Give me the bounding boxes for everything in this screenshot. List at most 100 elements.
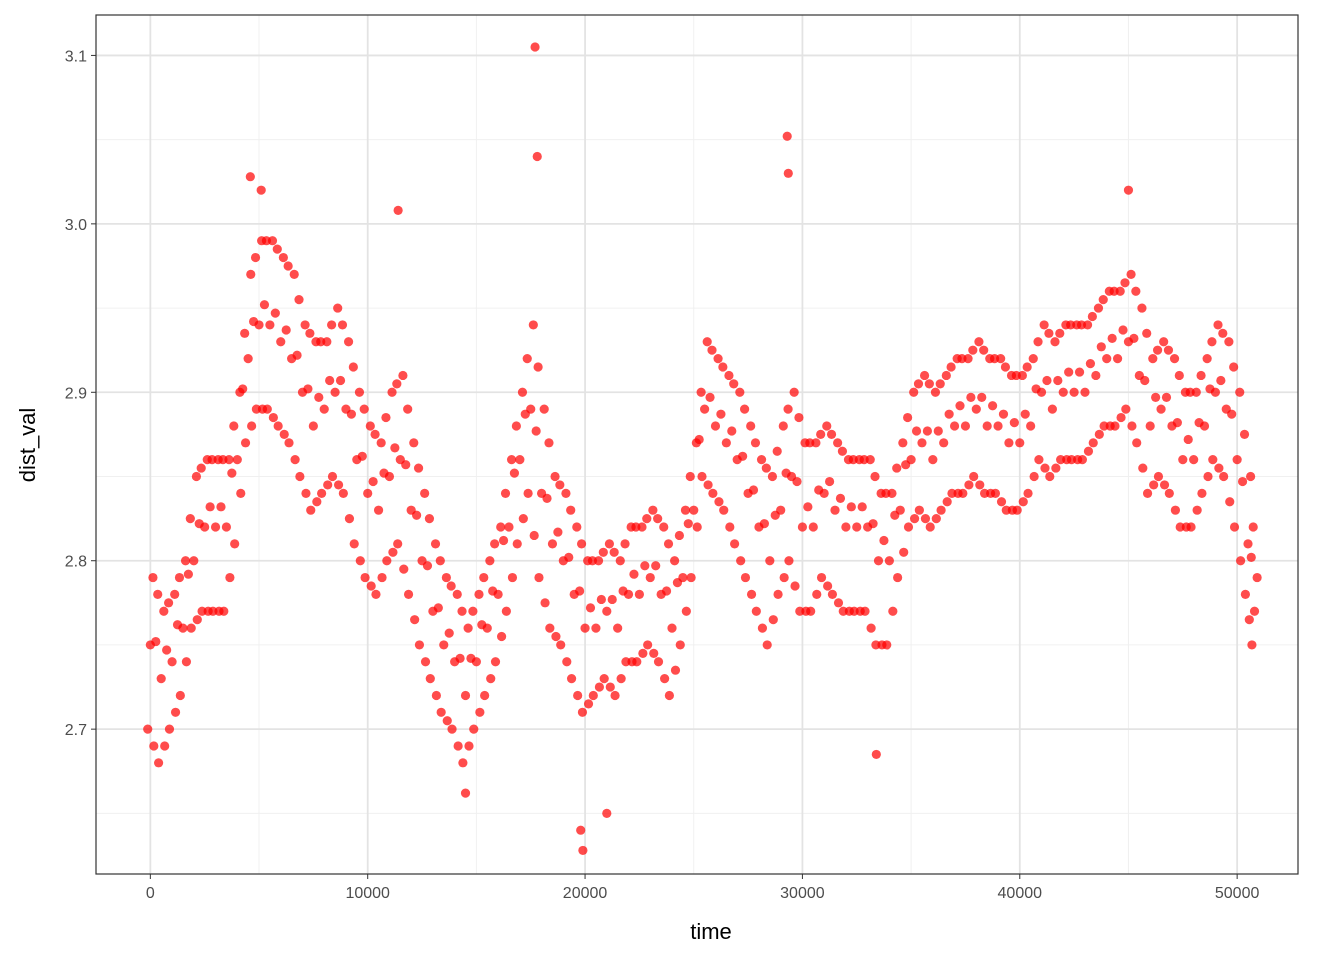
data-point — [370, 429, 380, 439]
data-point — [1012, 505, 1022, 515]
data-point — [1093, 303, 1104, 313]
data-point — [162, 645, 172, 655]
data-point — [455, 653, 465, 664]
data-point — [928, 455, 938, 465]
data-point — [944, 409, 954, 419]
data-point — [453, 741, 463, 751]
data-point — [1214, 463, 1224, 473]
data-point — [576, 539, 587, 549]
data-point — [1161, 392, 1172, 402]
data-point — [949, 421, 960, 431]
data-point — [1156, 404, 1166, 414]
data-point — [588, 690, 598, 701]
data-point — [292, 350, 302, 360]
data-point — [500, 488, 511, 498]
data-point — [294, 295, 304, 305]
data-point — [163, 598, 174, 608]
data-point — [224, 455, 234, 465]
data-point — [772, 446, 782, 456]
data-point — [1192, 505, 1202, 515]
data-point — [1064, 367, 1074, 377]
data-point — [393, 205, 403, 215]
data-point — [664, 690, 674, 701]
data-point — [906, 455, 916, 465]
data-point — [996, 354, 1006, 364]
data-point — [852, 522, 862, 532]
data-point — [254, 320, 264, 330]
data-point — [444, 628, 454, 638]
data-point — [475, 707, 485, 717]
data-point — [1216, 375, 1226, 386]
data-point — [898, 438, 908, 448]
data-point — [710, 421, 721, 431]
data-point — [1210, 387, 1221, 397]
data-point — [990, 488, 1001, 498]
panel-border — [95, 14, 1299, 875]
data-point — [634, 589, 644, 600]
data-point — [591, 623, 601, 633]
data-point — [327, 471, 338, 482]
data-point — [920, 514, 931, 524]
data-point — [1236, 556, 1246, 566]
data-point — [692, 522, 702, 532]
data-point — [387, 387, 397, 397]
data-point — [996, 497, 1007, 507]
data-point — [1045, 471, 1055, 482]
data-point — [1129, 333, 1139, 343]
data-point — [1208, 455, 1218, 465]
data-point — [317, 488, 327, 498]
data-point — [236, 488, 246, 498]
data-point — [653, 657, 664, 667]
data-point — [1218, 328, 1228, 338]
data-point — [1164, 488, 1174, 498]
data-point — [365, 421, 375, 431]
data-point — [765, 556, 775, 566]
data-point — [480, 690, 490, 701]
data-point — [267, 236, 278, 246]
data-point — [424, 514, 435, 524]
data-point — [1169, 354, 1180, 364]
data-point — [562, 657, 572, 667]
data-point — [256, 185, 266, 195]
data-point — [393, 539, 403, 549]
data-point — [969, 471, 979, 482]
data-point — [446, 581, 456, 591]
data-point — [609, 547, 619, 557]
data-point — [240, 438, 251, 448]
data-point — [530, 42, 540, 52]
data-point — [667, 623, 677, 633]
y-tick-label: 2.7 — [65, 722, 87, 739]
data-point — [566, 674, 577, 684]
data-point — [1110, 421, 1120, 431]
data-point — [515, 455, 525, 465]
data-point — [181, 657, 192, 667]
data-point — [303, 384, 313, 394]
data-point — [1137, 303, 1147, 313]
data-point — [887, 488, 897, 498]
x-tick-label: 30000 — [780, 885, 825, 902]
data-point — [1229, 522, 1240, 532]
data-point — [464, 741, 474, 751]
data-point — [431, 690, 441, 701]
data-point — [919, 370, 930, 381]
data-point — [371, 589, 381, 600]
data-point — [975, 480, 985, 490]
data-point — [1029, 471, 1039, 482]
data-point — [578, 845, 588, 856]
data-point — [613, 623, 623, 633]
data-point — [998, 409, 1009, 419]
data-point — [1152, 345, 1163, 355]
data-point — [784, 556, 794, 566]
data-point — [866, 623, 876, 633]
data-point — [594, 682, 605, 692]
data-point — [1115, 286, 1125, 296]
data-point — [674, 530, 684, 541]
data-point — [312, 497, 322, 507]
x-axis: 0 10000 20000 30000 40000 50000 — [146, 874, 1259, 902]
data-point — [642, 514, 652, 524]
data-point — [1232, 455, 1242, 465]
data-point — [681, 606, 691, 616]
data-point — [403, 404, 413, 414]
data-point — [314, 392, 324, 402]
data-point — [250, 252, 261, 263]
